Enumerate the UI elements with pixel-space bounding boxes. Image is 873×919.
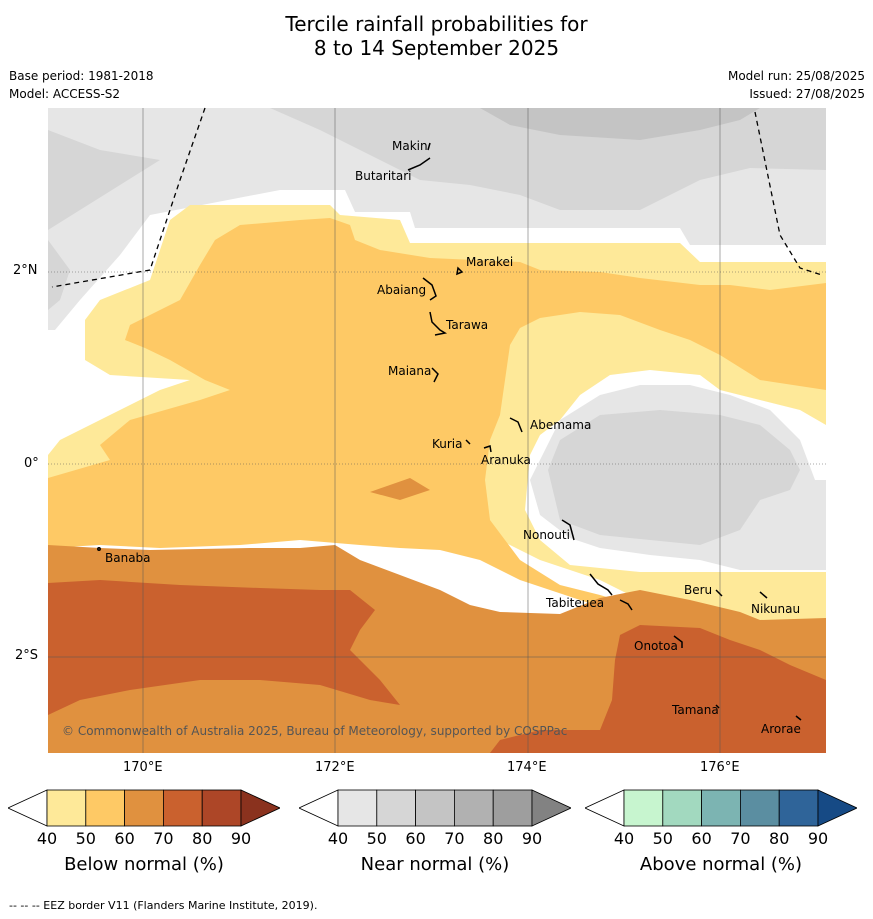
title-line-1: Tercile rainfall probabilities for — [285, 12, 588, 36]
copyright-text: © Commonwealth of Australia 2025, Bureau… — [62, 724, 568, 738]
title-line-2: 8 to 14 September 2025 — [313, 36, 560, 60]
meta-right: Model run: 25/08/2025 Issued: 27/08/2025 — [728, 67, 865, 103]
colorbar-tick-label: 40 — [328, 829, 348, 848]
colorbar-svg: 40 50 60 70 80 90 — [298, 789, 572, 848]
colorbar-extend-low — [7, 789, 48, 827]
probability-field — [48, 108, 826, 753]
colorbar-tick-label: 90 — [808, 829, 828, 848]
colorbar-swatch — [162, 789, 203, 827]
place-label: Tamana — [672, 703, 719, 717]
colorbar-tick-label: 70 — [444, 829, 464, 848]
place-label: Kuria — [432, 437, 463, 451]
colorbar-tick-label: 60 — [114, 829, 134, 848]
eez-border — [51, 107, 823, 288]
colorbar-swatch — [778, 789, 819, 827]
colorbar-extend-high — [531, 789, 572, 827]
place-label: Butaritari — [355, 169, 412, 183]
place-label: Makin — [392, 139, 428, 153]
colorbar-tick-label: 90 — [231, 829, 251, 848]
colorbar-extend-low — [584, 789, 625, 827]
colorbar-tick-label: 60 — [691, 829, 711, 848]
lon-label-174: 174°E — [507, 760, 547, 775]
colorbar-below-normal: 40 50 60 70 80 90 — [7, 788, 281, 868]
lat-label-2n: 2°N — [13, 263, 38, 278]
lon-label-172: 172°E — [315, 760, 355, 775]
colorbar-tick-label: 40 — [37, 829, 57, 848]
colorbar-above-normal: 40 50 60 70 80 90 — [584, 788, 858, 868]
place-label: Abemama — [530, 418, 592, 432]
place-label: Nikunau — [751, 602, 801, 616]
colorbar-extend-high — [817, 789, 858, 827]
colorbar-tick-label: 60 — [405, 829, 425, 848]
colorbar-label-above: Above normal (%) — [639, 854, 803, 875]
lat-label-0: 0° — [24, 456, 39, 471]
colorbar-swatch — [623, 789, 664, 827]
colorbar-tick-label: 50 — [367, 829, 387, 848]
place-label: Beru — [684, 583, 713, 597]
colorbar-svg: 40 50 60 70 80 90 — [7, 789, 281, 848]
meta-left: Base period: 1981-2018 Model: ACCESS-S2 — [9, 67, 154, 103]
colorbar-label-below: Below normal (%) — [64, 854, 224, 875]
colorbar-tick-label: 40 — [614, 829, 634, 848]
colorbar-swatch — [85, 789, 126, 827]
colorbar-tick-label: 50 — [653, 829, 673, 848]
islands — [97, 142, 802, 721]
colorbar-extend-low — [298, 789, 339, 827]
footnote: -- -- -- EEZ border V11 (Flanders Marine… — [9, 899, 318, 912]
chart-title: Tercile rainfall probabilities for 8 to … — [0, 12, 873, 60]
colorbar-swatch — [376, 789, 417, 827]
lon-label-176: 176°E — [700, 760, 740, 775]
colorbar-svg: 40 50 60 70 80 90 — [584, 789, 858, 848]
colorbar-near-normal: 40 50 60 70 80 90 — [298, 788, 572, 868]
colorbar-swatch — [739, 789, 780, 827]
place-label: Onotoa — [634, 639, 678, 653]
colorbar-tick-label: 80 — [483, 829, 503, 848]
colorbar-swatch — [492, 789, 533, 827]
colorbar-tick-label: 70 — [730, 829, 750, 848]
place-label: Nonouti — [523, 528, 570, 542]
place-label: Abaiang — [377, 283, 427, 297]
place-label: Marakei — [466, 255, 514, 269]
gridlines — [48, 108, 826, 753]
place-label: Maiana — [388, 364, 432, 378]
place-label: Tarawa — [446, 318, 489, 332]
issued-date: Issued: 27/08/2025 — [749, 87, 865, 101]
colorbar-tick-label: 80 — [192, 829, 212, 848]
model-name: Model: ACCESS-S2 — [9, 87, 121, 101]
place-label: Tabiteuea — [546, 596, 605, 610]
colorbar-swatch — [46, 789, 87, 827]
colorbar-swatch — [337, 789, 378, 827]
colorbar-swatch — [701, 789, 741, 827]
colorbar-tick-label: 70 — [153, 829, 173, 848]
colorbar-swatch — [124, 789, 164, 827]
colorbar-swatch — [453, 789, 494, 827]
colorbar-extend-high — [240, 789, 281, 827]
colorbar-swatch — [415, 789, 455, 827]
place-label: Banaba — [105, 551, 151, 565]
place-label: Arorae — [761, 722, 801, 736]
place-label: Aranuka — [481, 453, 531, 467]
colorbar-tick-label: 50 — [76, 829, 96, 848]
colorbar-tick-label: 80 — [769, 829, 789, 848]
colorbar-swatch — [662, 789, 703, 827]
lat-label-2s: 2°S — [15, 648, 39, 663]
model-run: Model run: 25/08/2025 — [727, 69, 865, 83]
colorbar-label-near: Near normal (%) — [360, 854, 510, 875]
lon-label-170: 170°E — [123, 760, 163, 775]
colorbar-swatch — [201, 789, 242, 827]
colorbar-tick-label: 90 — [522, 829, 542, 848]
base-period: Base period: 1981-2018 — [9, 69, 154, 83]
